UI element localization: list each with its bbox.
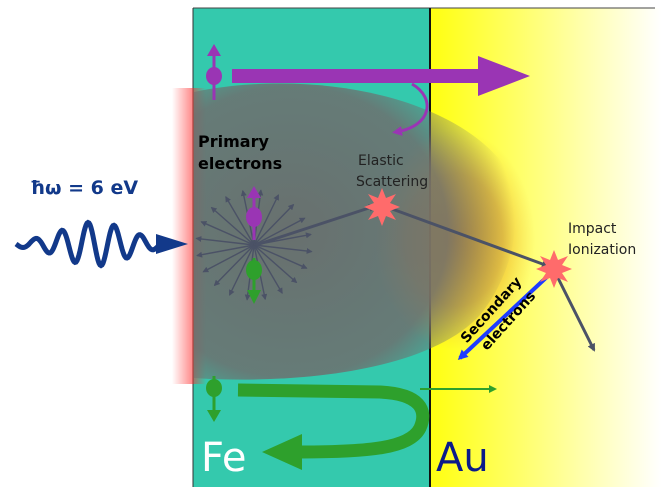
spray-arrow [253, 203, 295, 246]
spray-arrow [253, 217, 306, 246]
photon-arrowhead [156, 234, 188, 254]
primary-trajectory-3 [552, 269, 596, 352]
spray-arrow [253, 244, 313, 255]
impact-ionization-star-icon [536, 250, 572, 288]
impact-ionization-label-line2: Ionization [568, 242, 636, 258]
spin-down-icon [206, 376, 222, 422]
majority-transmitted-arrowhead [478, 56, 530, 96]
hot-electron-cloud [194, 83, 516, 380]
primary-electrons-label-line1: Primary [198, 132, 269, 151]
majority-reflected-arrow [392, 82, 429, 136]
spray-arrow [225, 196, 255, 246]
primary-trajectory-1 [255, 204, 377, 247]
spray-arrow [202, 244, 255, 273]
spray-arrow [253, 244, 283, 294]
primary-electrons-label-line2: electrons [198, 154, 282, 173]
elastic-scattering-star-icon [364, 188, 400, 226]
spray-arrow [196, 244, 255, 258]
spray-arrow [228, 244, 255, 296]
excited-spin-down-icon [246, 258, 262, 304]
minority-reflected-arrow [237, 383, 430, 459]
spray-arrow [200, 221, 255, 246]
spin-up-icon [206, 44, 222, 100]
spray-arrow [213, 244, 255, 287]
spray-arrow [195, 235, 255, 246]
elastic-scattering-label-line2: Scattering [356, 174, 428, 190]
photon-energy-label: ħω = 6 eV [30, 177, 138, 199]
spray-arrow [210, 206, 255, 246]
excitation-spray [195, 189, 313, 301]
spray-arrow [253, 244, 298, 284]
fe-layer-label: Fe [201, 435, 246, 481]
secondary-electron-arrow [457, 273, 551, 361]
photon-wave [14, 219, 178, 269]
impact-ionization-label-line1: Impact [568, 221, 617, 237]
spray-arrow [253, 244, 308, 269]
minority-reflected-arrowhead [262, 434, 302, 470]
elastic-scattering-label-line1: Elastic [358, 153, 404, 169]
excited-spin-up-icon [246, 186, 262, 240]
spray-arrow [253, 194, 280, 246]
au-layer-label: Au [436, 435, 489, 481]
primary-trajectory-2 [383, 204, 550, 268]
